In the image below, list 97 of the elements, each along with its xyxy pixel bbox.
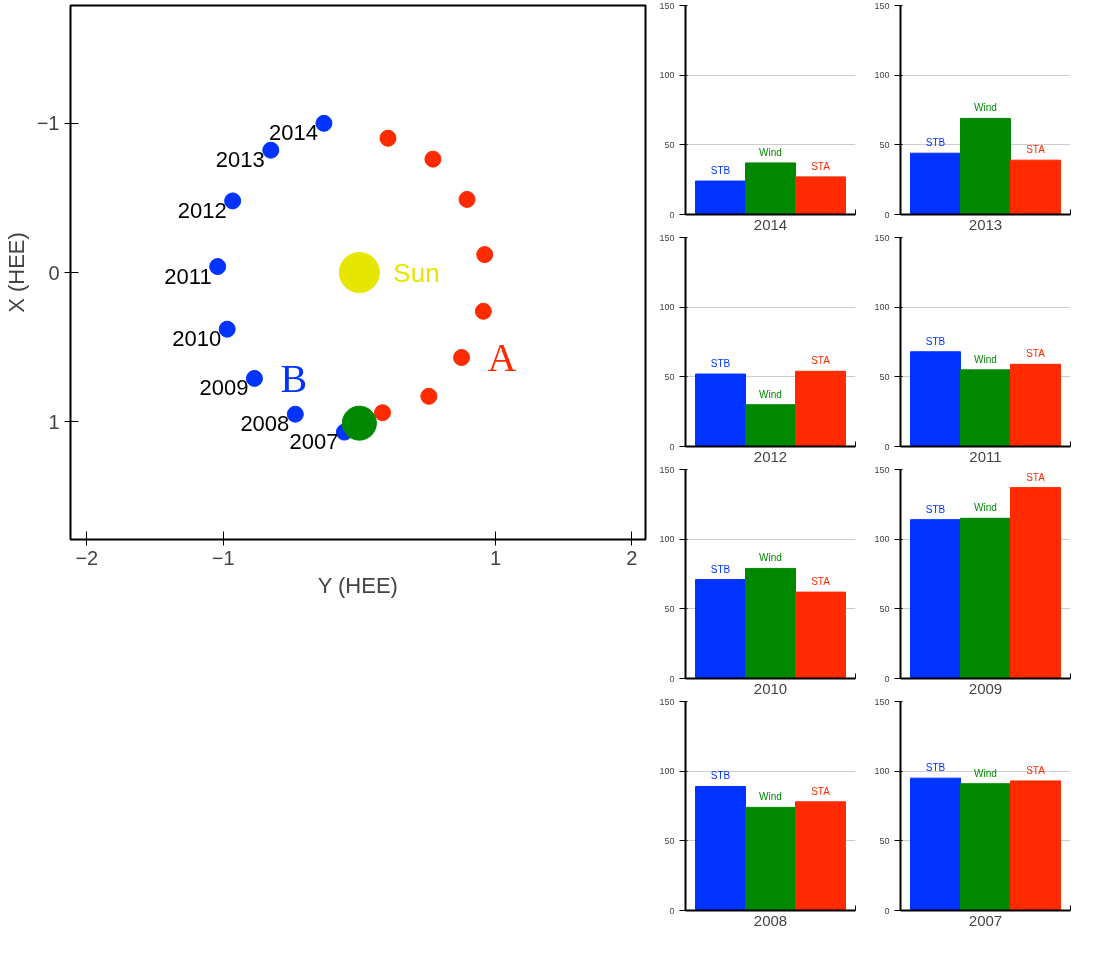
- y-tick-label: 50: [664, 371, 675, 382]
- y-tick-label: 100: [874, 766, 890, 777]
- x-tick-label: STB: [925, 335, 946, 347]
- y-tick-label: 0: [669, 905, 675, 916]
- x-tick-label: STB: [710, 165, 731, 177]
- y-tick-label: 150: [874, 696, 890, 707]
- series-label: A: [487, 335, 517, 381]
- x-tick-label: STB: [925, 762, 946, 774]
- y-tick-label: 0: [884, 441, 890, 452]
- y-tick-label: 100: [659, 302, 675, 313]
- point: [458, 190, 476, 208]
- x-tick-label: Wind: [759, 791, 782, 803]
- x-tick-label: STB: [710, 770, 731, 782]
- y-tick-label: 150: [874, 464, 890, 475]
- x-tick-label: STA: [811, 355, 831, 367]
- annotation: 2010: [172, 326, 222, 352]
- x-tick-label: −2: [75, 546, 99, 569]
- x-axis-title: 2009: [968, 679, 1003, 697]
- annotation: 2014: [268, 120, 318, 146]
- annotation: 2011: [164, 263, 212, 289]
- x-tick-label: −1: [211, 546, 235, 569]
- x-tick-label: Wind: [974, 102, 997, 114]
- y-tick-label: 50: [664, 835, 675, 846]
- y-tick-label: 50: [879, 835, 890, 846]
- annotation: 2012: [177, 197, 227, 223]
- y-tick-label: 150: [874, 0, 890, 11]
- y-tick-label: 100: [659, 534, 675, 545]
- y-tick-label: 0: [669, 673, 675, 684]
- point: [476, 246, 494, 264]
- point: [209, 258, 227, 276]
- x-tick-label: STB: [710, 563, 731, 575]
- x-tick-label: STA: [811, 785, 831, 797]
- y-tick-label: 50: [879, 603, 890, 614]
- point: [420, 387, 438, 405]
- y-tick-label: 50: [664, 139, 675, 150]
- x-tick-label: STA: [1026, 144, 1046, 156]
- y-tick-label: 100: [874, 70, 890, 81]
- x-axis-title: 2011: [969, 447, 1002, 465]
- annotation: 2007: [289, 429, 339, 455]
- y-tick-label: 150: [874, 232, 890, 243]
- y-tick-label: 50: [879, 139, 890, 150]
- x-tick-label: Wind: [974, 502, 997, 514]
- y-tick-label: 100: [659, 766, 675, 777]
- y-tick-label: 0: [669, 209, 675, 220]
- y-tick-label: 0: [884, 209, 890, 220]
- y-tick-label: 150: [659, 464, 675, 475]
- x-axis-title: 2008: [753, 911, 788, 929]
- y-tick-label: 150: [659, 0, 675, 11]
- x-axis-title: 2007: [968, 911, 1003, 929]
- y-axis-title: X (HEE): [3, 232, 29, 313]
- y-tick-label: 50: [879, 371, 890, 382]
- point: [224, 192, 242, 210]
- x-tick-label: Wind: [759, 552, 782, 564]
- point: [338, 252, 380, 293]
- point: [379, 129, 397, 147]
- y-tick-label: 100: [874, 534, 890, 545]
- y-tick-label: 0: [884, 905, 890, 916]
- x-axis-title: 2014: [753, 215, 788, 233]
- point: [474, 302, 492, 320]
- y-tick-label: 50: [664, 603, 675, 614]
- x-axis-title: 2010: [753, 679, 788, 697]
- y-tick-label: 150: [659, 232, 675, 243]
- point: [341, 405, 377, 441]
- x-tick-label: STA: [1026, 348, 1046, 360]
- x-axis-title: 2013: [968, 215, 1003, 233]
- y-tick-label: 100: [659, 70, 675, 81]
- annotation: 2008: [240, 411, 290, 437]
- x-axis-title: 2012: [753, 447, 788, 465]
- y-tick-label: 0: [48, 261, 60, 284]
- point: [424, 150, 442, 168]
- x-tick-label: 1: [490, 546, 502, 569]
- x-tick-label: Wind: [974, 767, 997, 779]
- x-tick-label: 2: [626, 546, 638, 569]
- y-tick-label: −1: [36, 112, 60, 135]
- x-axis-title: Y (HEE): [317, 572, 398, 598]
- point: [262, 141, 280, 159]
- y-tick-label: 100: [874, 302, 890, 313]
- x-tick-label: Wind: [759, 388, 782, 400]
- y-tick-label: 0: [884, 673, 890, 684]
- annotation: 2013: [215, 147, 265, 173]
- x-tick-label: STA: [1026, 764, 1046, 776]
- y-tick-label: 0: [669, 441, 675, 452]
- series-label: B: [280, 355, 308, 401]
- x-tick-label: STA: [811, 576, 831, 588]
- y-tick-label: 150: [659, 696, 675, 707]
- x-tick-label: STB: [925, 503, 946, 515]
- annotation: 2009: [199, 375, 249, 401]
- point: [453, 349, 471, 367]
- x-tick-label: Wind: [974, 353, 997, 365]
- x-tick-label: Wind: [759, 146, 782, 158]
- y-tick-label: 1: [48, 410, 60, 433]
- x-tick-label: STB: [925, 137, 946, 149]
- x-tick-label: STB: [710, 358, 731, 370]
- point: [374, 404, 392, 422]
- x-tick-label: STA: [1026, 471, 1046, 483]
- series-label: Sun: [393, 257, 440, 288]
- x-tick-label: STA: [811, 160, 831, 172]
